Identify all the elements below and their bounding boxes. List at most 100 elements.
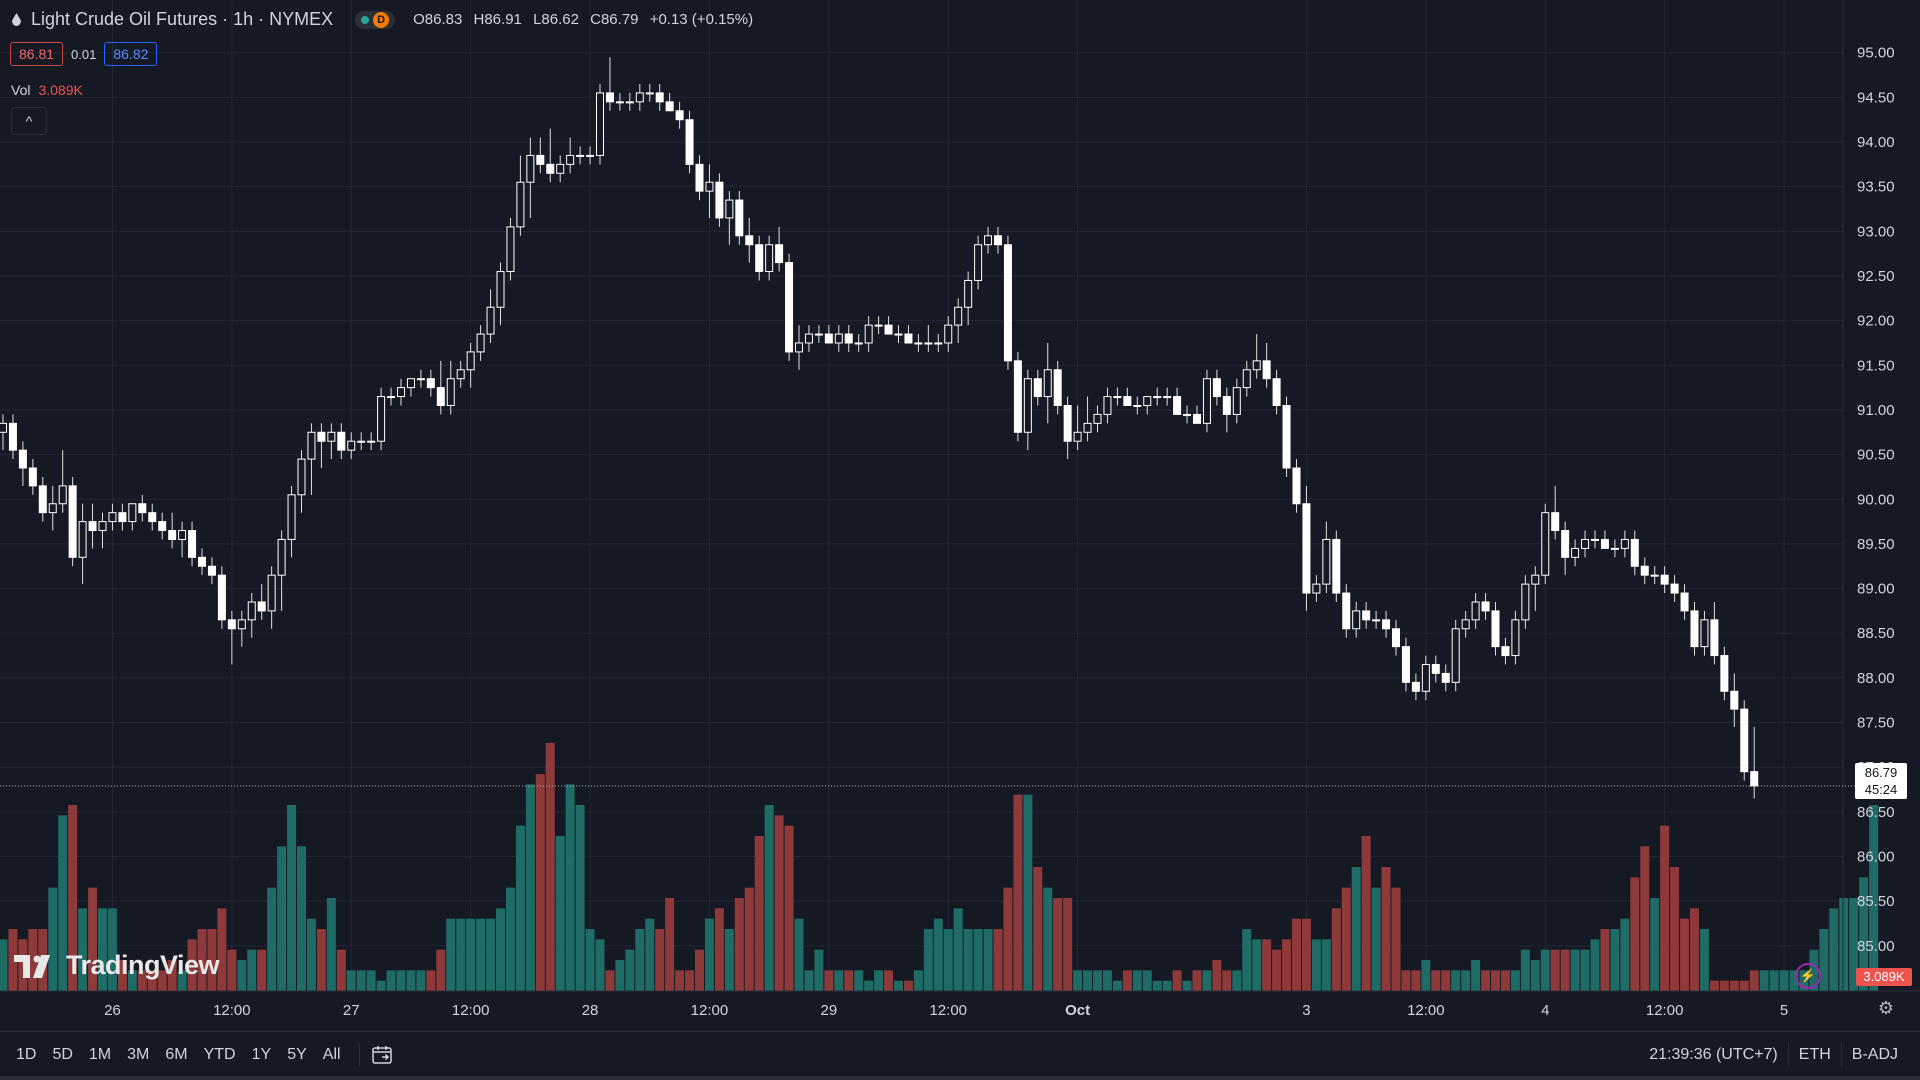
volume-bar — [1242, 929, 1252, 991]
calendar-goto-icon[interactable] — [371, 1045, 394, 1065]
candle — [1491, 601, 1500, 656]
candle — [416, 369, 425, 388]
candle — [287, 485, 296, 558]
candle-body — [1700, 619, 1709, 648]
price-chart[interactable]: 85.0085.5086.0086.5087.0087.5088.0088.50… — [0, 0, 1920, 1031]
price-tick-label: 86.50 — [1857, 804, 1895, 821]
candle — [884, 316, 893, 335]
candle — [814, 325, 823, 343]
adjustment-toggle[interactable]: B-ADJ — [1851, 1045, 1898, 1063]
candle-body — [486, 306, 495, 335]
session-toggle[interactable]: ETH — [1798, 1045, 1831, 1063]
candle-body — [476, 333, 485, 353]
price-tick-label: 88.00 — [1857, 670, 1895, 687]
candle — [8, 414, 17, 460]
symbol-title[interactable]: Light Crude Oil Futures · 1h · NYMEX — [31, 9, 334, 29]
range-button-1y[interactable]: 1Y — [251, 1045, 272, 1063]
volume-bar — [1351, 867, 1361, 991]
candle-body — [884, 324, 893, 335]
candle — [38, 476, 47, 522]
candle — [596, 83, 604, 165]
range-button-ytd[interactable]: YTD — [203, 1045, 236, 1063]
candle — [546, 128, 555, 183]
volume-bar — [1222, 970, 1232, 991]
watermark-text: TradingView — [66, 950, 220, 980]
bolt-icon[interactable]: ⚡ — [1795, 963, 1821, 989]
volume-bar — [58, 815, 68, 991]
candle — [566, 137, 575, 174]
candle-body — [804, 333, 813, 344]
buy-button[interactable]: 86.82 — [104, 42, 158, 66]
candle — [1481, 593, 1490, 620]
range-button-1d[interactable]: 1D — [16, 1045, 37, 1063]
collapse-legend-button[interactable]: ^ — [11, 107, 47, 135]
candles — [0, 57, 1759, 799]
market-status-pill[interactable]: D — [355, 10, 396, 29]
candle-body — [1650, 574, 1659, 577]
candle-body — [1063, 404, 1072, 442]
volume-bar — [704, 918, 714, 991]
candle — [1591, 530, 1599, 549]
candle-body — [715, 181, 724, 219]
candle-body — [466, 351, 475, 371]
range-button-all[interactable]: All — [322, 1045, 341, 1063]
volume-bar — [1789, 970, 1799, 991]
candle-body — [257, 601, 266, 612]
candle-body — [725, 199, 734, 219]
candle — [1043, 342, 1052, 424]
candle-body — [1471, 601, 1480, 621]
settings-icon[interactable]: ⚙ — [1877, 997, 1895, 1018]
volume-bar — [1311, 939, 1321, 991]
candle — [108, 503, 117, 531]
open-value: 86.83 — [424, 11, 463, 28]
volume-bar — [98, 908, 107, 991]
volume-bar — [1132, 970, 1142, 991]
sell-button[interactable]: 86.81 — [10, 42, 64, 66]
candle — [0, 414, 7, 451]
volume-bar — [48, 887, 58, 991]
volume-legend[interactable]: Vol 3.089K — [11, 82, 83, 98]
change-value: +0.13 (+0.15%) — [649, 11, 754, 28]
volume-bar — [923, 929, 933, 991]
candle — [745, 217, 754, 263]
candle-body — [914, 342, 923, 345]
price-tick-label: 85.00 — [1857, 938, 1895, 955]
volume-bar — [1262, 939, 1272, 991]
candle-body — [1173, 396, 1182, 415]
candle-body — [1710, 619, 1719, 657]
candle-body — [78, 521, 87, 558]
volume-bar — [1520, 949, 1530, 991]
candle — [1660, 566, 1669, 594]
range-button-5d[interactable]: 5D — [52, 1045, 73, 1063]
volume-bar — [1331, 908, 1341, 991]
range-button-6m[interactable]: 6M — [165, 1045, 188, 1063]
range-button-3m[interactable]: 3M — [127, 1045, 150, 1063]
tradingview-logo-icon — [14, 954, 50, 978]
candle — [1212, 369, 1221, 406]
candle-body — [217, 574, 226, 621]
candle-body — [1720, 655, 1729, 692]
volume-bar — [874, 970, 884, 991]
candle-body — [1491, 610, 1500, 648]
range-button-5y[interactable]: 5Y — [287, 1045, 307, 1063]
volume-bar — [1321, 939, 1331, 991]
candle — [1501, 637, 1510, 665]
clock-time[interactable]: 21:39:36 (UTC+7) — [1649, 1045, 1778, 1063]
time-tick-label: 4 — [1541, 1002, 1549, 1019]
volume-bar — [1680, 918, 1690, 991]
volume-bar — [784, 825, 794, 991]
candle — [198, 548, 206, 576]
tradingview-watermark[interactable]: TradingView — [14, 950, 220, 981]
candle-body — [416, 378, 425, 381]
candle-body — [367, 440, 376, 443]
volume-bar — [1282, 939, 1292, 991]
candle-body — [954, 306, 963, 326]
candle — [217, 566, 226, 629]
volume-bar — [496, 908, 505, 991]
volume-bar — [814, 949, 824, 991]
toolbar-divider — [1840, 1042, 1842, 1067]
volume-bar — [247, 949, 257, 991]
candle-body — [1073, 431, 1082, 442]
candle-body — [765, 244, 774, 273]
range-button-1m[interactable]: 1M — [88, 1045, 112, 1063]
